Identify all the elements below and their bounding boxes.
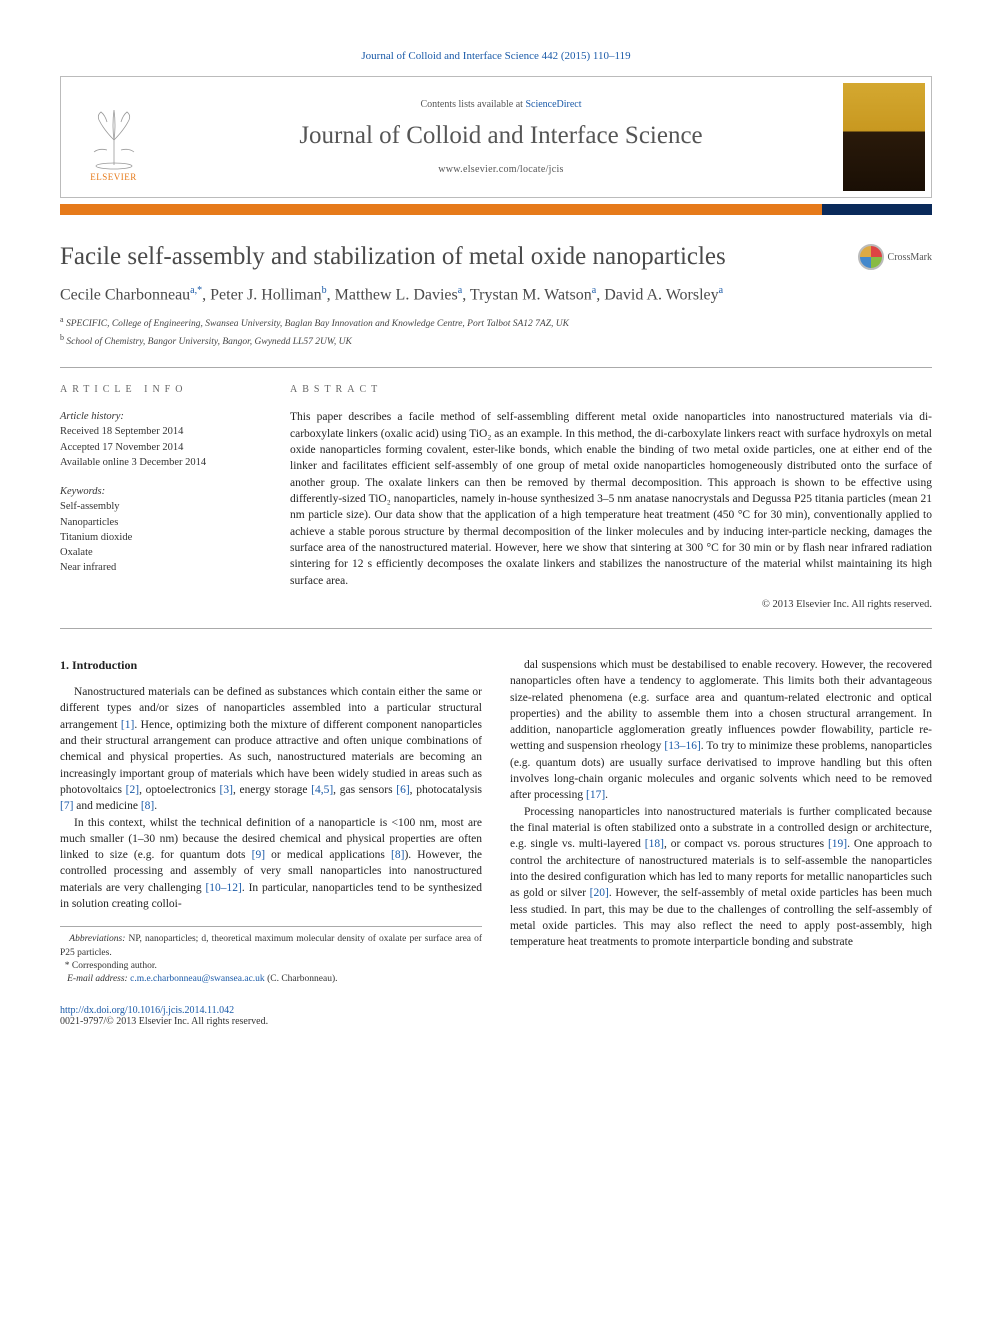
elsevier-text: ELSEVIER xyxy=(90,172,137,182)
affiliations: a SPECIFIC, College of Engineering, Swan… xyxy=(60,314,932,349)
email-line: E-mail address: c.m.e.charbonneau@swanse… xyxy=(60,973,482,986)
crossmark-label: CrossMark xyxy=(888,252,932,263)
issn-copyright: 0021-9797/© 2013 Elsevier Inc. All right… xyxy=(60,1016,932,1027)
contents-available: Contents lists available at ScienceDirec… xyxy=(176,99,826,110)
keywords-label: Keywords: xyxy=(60,486,105,497)
citation-line: Journal of Colloid and Interface Science… xyxy=(60,50,932,62)
keyword-item: Titanium dioxide xyxy=(60,532,132,543)
crossmark-icon xyxy=(858,244,884,270)
article-history: Article history: Received 18 September 2… xyxy=(60,409,260,470)
body-paragraph: dal suspensions which must be destabilis… xyxy=(510,657,932,804)
journal-title: Journal of Colloid and Interface Science xyxy=(176,122,826,150)
footnotes: Abbreviations: NP, nanoparticles; d, the… xyxy=(60,926,482,986)
article-info-head: ARTICLE INFO xyxy=(60,384,260,395)
meta-row: ARTICLE INFO Article history: Received 1… xyxy=(60,368,932,629)
body-col-right: dal suspensions which must be destabilis… xyxy=(510,657,932,987)
doi-link[interactable]: http://dx.doi.org/10.1016/j.jcis.2014.11… xyxy=(60,1005,932,1016)
corresponding-line: * Corresponding author. xyxy=(60,960,482,973)
affiliation-line: a SPECIFIC, College of Engineering, Swan… xyxy=(60,314,932,331)
section-1-head: 1. Introduction xyxy=(60,657,482,674)
header-center: Contents lists available at ScienceDirec… xyxy=(166,77,836,197)
article-info-col: ARTICLE INFO Article history: Received 1… xyxy=(60,384,260,610)
journal-cover-thumbnail xyxy=(843,83,925,191)
email-suffix: (C. Charbonneau). xyxy=(265,974,338,984)
keyword-item: Self-assembly xyxy=(60,501,120,512)
keywords-block: Keywords: Self-assembly Nanoparticles Tita… xyxy=(60,484,260,575)
article-title: Facile self-assembly and stabilization o… xyxy=(60,243,726,271)
affiliation-line: b School of Chemistry, Bangor University… xyxy=(60,332,932,349)
body-col-left: 1. Introduction Nanostructured materials… xyxy=(60,657,482,987)
history-label: Article history: xyxy=(60,411,124,422)
crossmark-badge[interactable]: CrossMark xyxy=(858,244,932,270)
body-columns: 1. Introduction Nanostructured materials… xyxy=(60,657,932,987)
body-paragraph: Nanostructured materials can be defined … xyxy=(60,684,482,815)
body-paragraph: In this context, whilst the technical de… xyxy=(60,815,482,913)
keyword-item: Oxalate xyxy=(60,547,93,558)
elsevier-tree-icon xyxy=(79,100,149,170)
corr-text: Corresponding author. xyxy=(70,961,157,971)
abstract-head: ABSTRACT xyxy=(290,384,932,395)
color-bar xyxy=(60,204,932,215)
elsevier-logo: ELSEVIER xyxy=(74,92,154,182)
corresponding-email[interactable]: c.m.e.charbonneau@swansea.ac.uk xyxy=(130,974,265,984)
authors-line: Cecile Charbonneaua,*, Peter J. Holliman… xyxy=(60,285,932,304)
keyword-item: Near infrared xyxy=(60,562,116,573)
history-item: Available online 3 December 2014 xyxy=(60,457,206,468)
copyright-line: © 2013 Elsevier Inc. All rights reserved… xyxy=(290,599,932,610)
abbrev-line: Abbreviations: NP, nanoparticles; d, the… xyxy=(60,933,482,960)
bar-navy xyxy=(822,204,932,215)
abstract-col: ABSTRACT This paper describes a facile m… xyxy=(290,384,932,610)
history-item: Accepted 17 November 2014 xyxy=(60,442,183,453)
body-paragraph: Processing nanoparticles into nanostruct… xyxy=(510,804,932,951)
journal-header: ELSEVIER Contents lists available at Sci… xyxy=(60,76,932,198)
cover-thumb-box xyxy=(836,77,931,197)
contents-prefix: Contents lists available at xyxy=(420,99,525,110)
publisher-logo-box: ELSEVIER xyxy=(61,77,166,197)
sciencedirect-link[interactable]: ScienceDirect xyxy=(525,99,581,110)
keyword-item: Nanoparticles xyxy=(60,517,118,528)
article-title-row: Facile self-assembly and stabilization o… xyxy=(60,243,932,271)
footer: http://dx.doi.org/10.1016/j.jcis.2014.11… xyxy=(60,1005,932,1027)
email-label: E-mail address: xyxy=(67,974,128,984)
history-item: Received 18 September 2014 xyxy=(60,426,183,437)
bar-orange xyxy=(60,204,822,215)
journal-url[interactable]: www.elsevier.com/locate/jcis xyxy=(176,164,826,175)
abbrev-label: Abbreviations: xyxy=(69,934,125,944)
page-container: Journal of Colloid and Interface Science… xyxy=(0,0,992,1067)
abstract-text: This paper describes a facile method of … xyxy=(290,409,932,589)
